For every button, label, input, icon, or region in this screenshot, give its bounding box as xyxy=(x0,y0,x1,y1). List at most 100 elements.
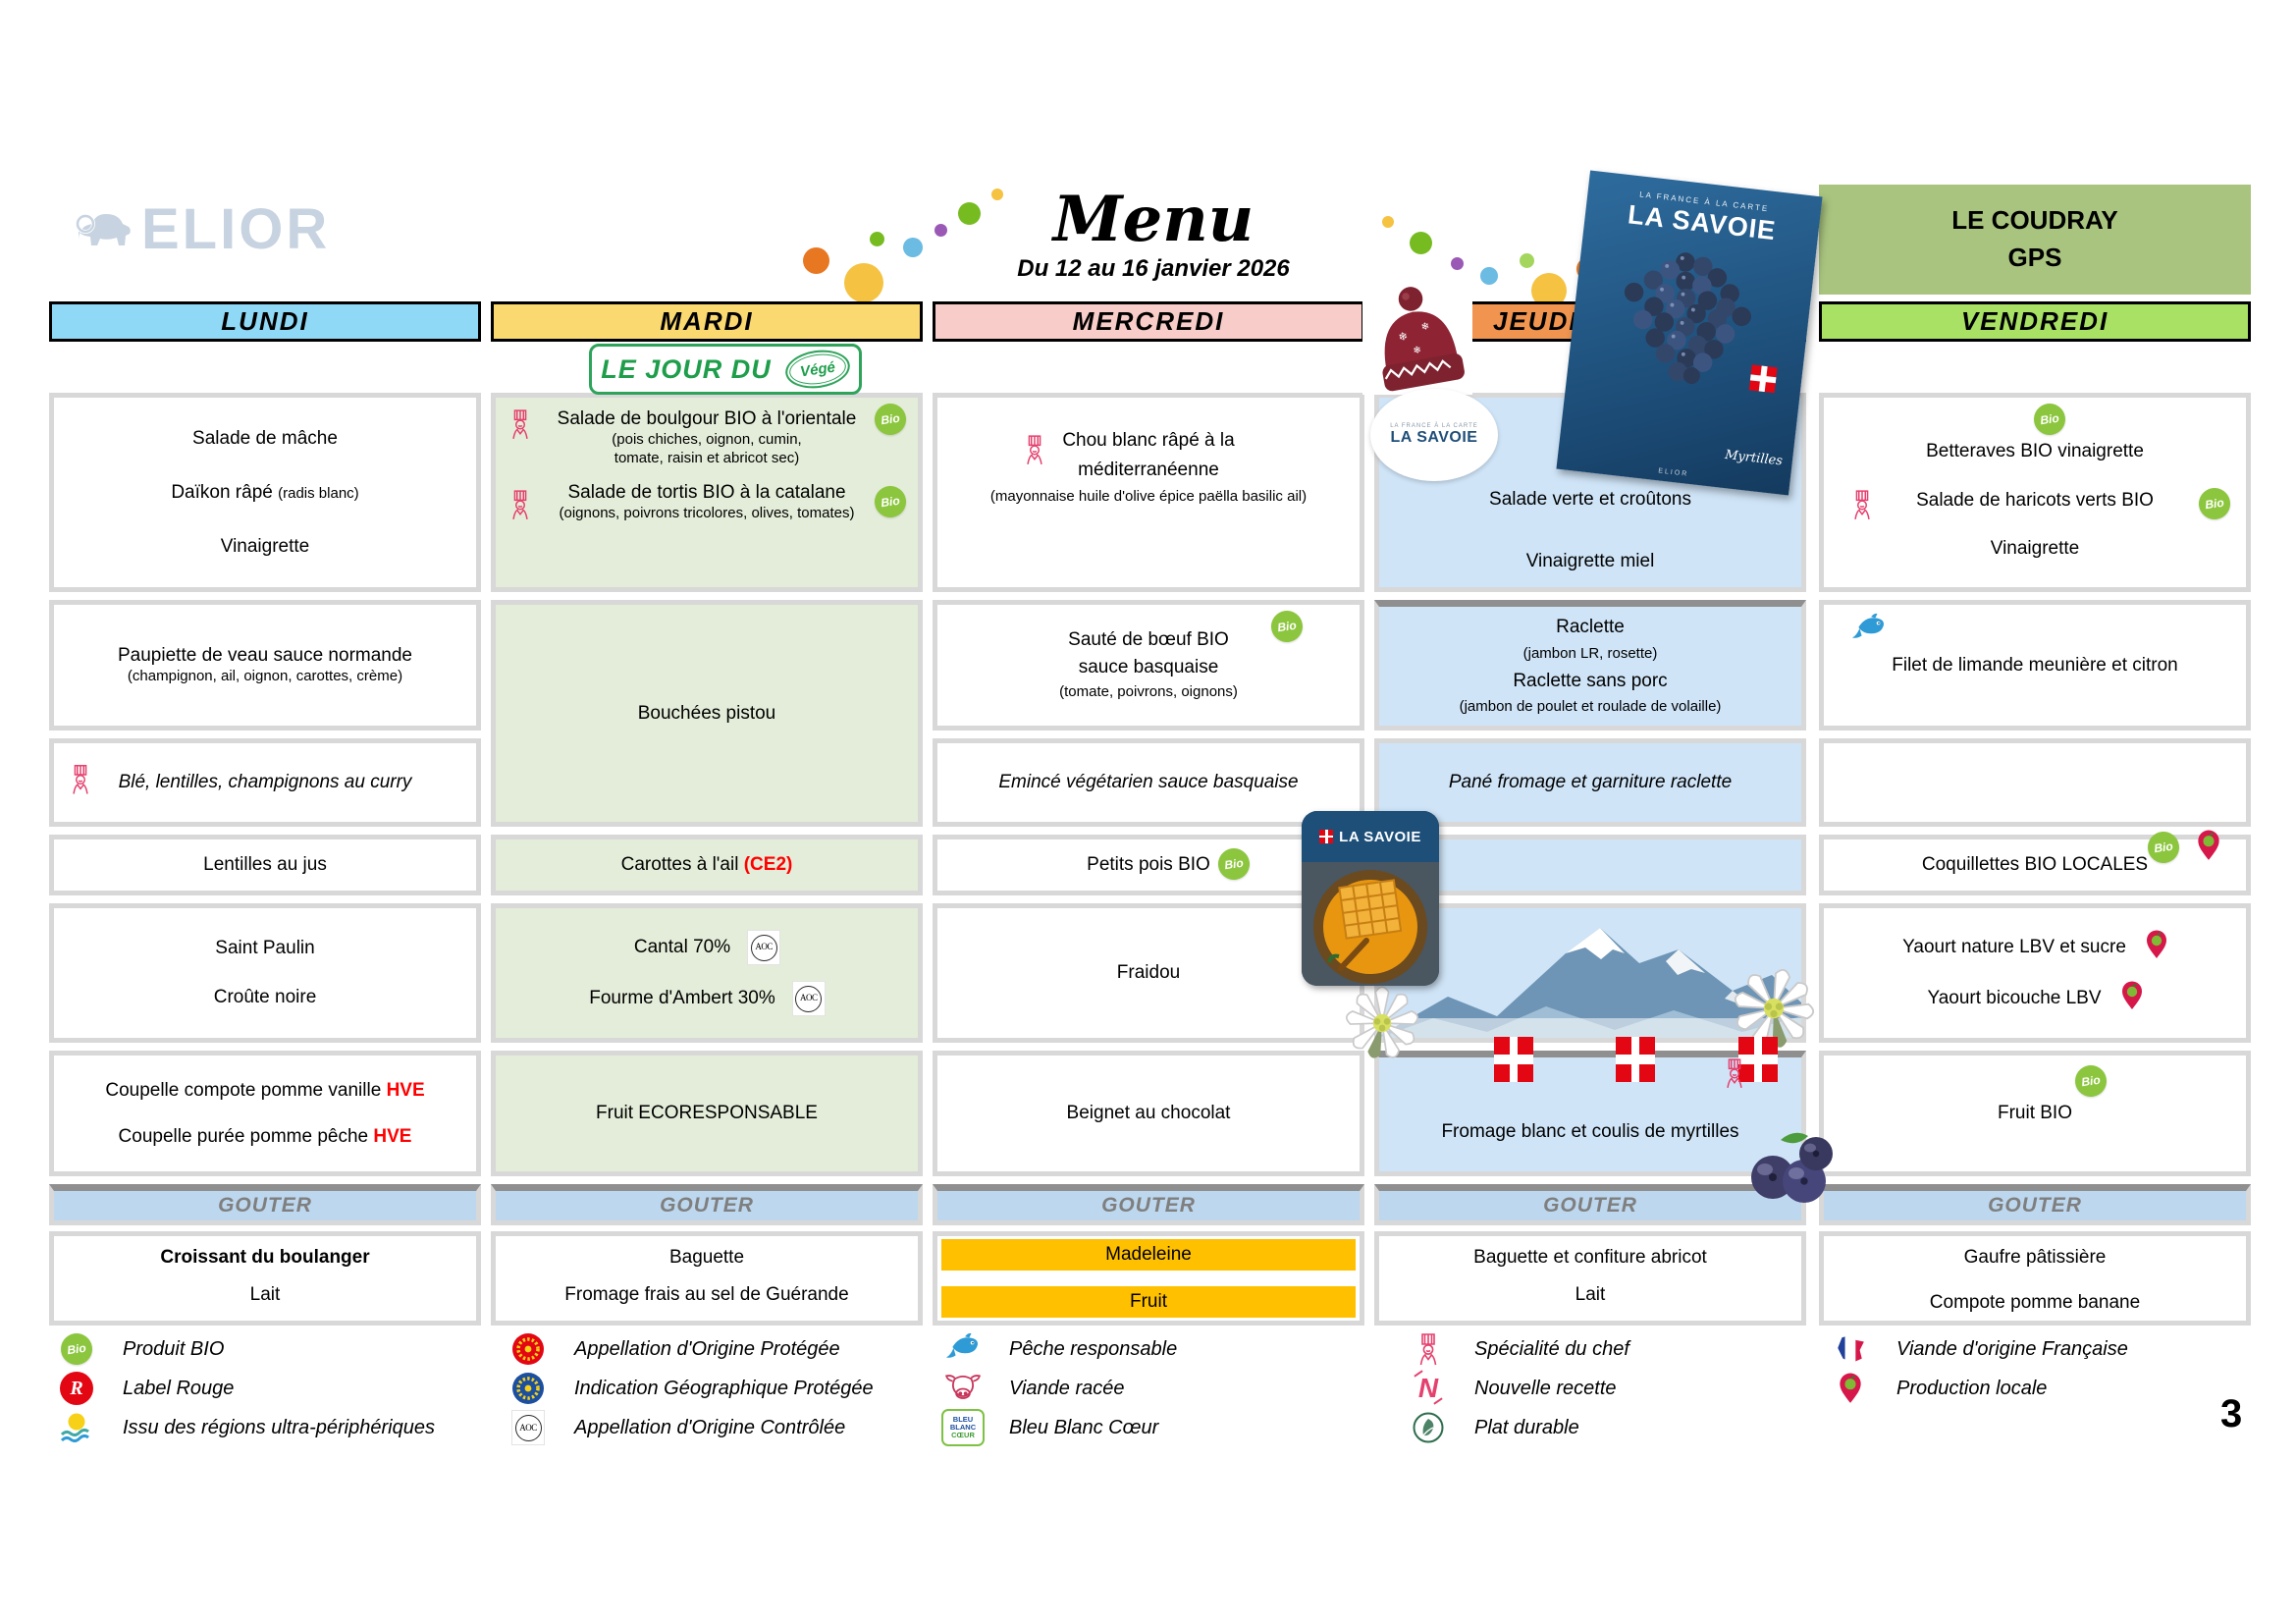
cell-lundi-entree: Salade de mâche Daïkon râpé (radis blanc… xyxy=(49,393,481,592)
igp-icon xyxy=(506,1371,551,1406)
dish: Blé, lentilles, champignons au curry xyxy=(118,772,412,793)
dish: Daïkon râpé xyxy=(171,481,273,503)
svg-text:❄: ❄ xyxy=(1413,345,1422,356)
dish: Gaufre pâtissière xyxy=(1963,1247,2107,1268)
cell-jeudi-fromage xyxy=(1374,903,1806,1043)
gouter-header-jeudi: GOUTER xyxy=(1374,1184,1806,1225)
decor-dot xyxy=(1410,232,1432,254)
cell-vendredi-dessert: Bio Fruit BIO xyxy=(1819,1051,2251,1176)
dish: Baguette et confiture abricot xyxy=(1473,1247,1707,1268)
bio-icon: Bio xyxy=(1268,608,1306,645)
cell-mercredi-plat: Bio Sauté de bœuf BIO sauce basquaise (t… xyxy=(933,600,1364,731)
chef-specialty-icon xyxy=(507,488,533,528)
cell-jeudi-gouter: Baguette et confiture abricot Lait xyxy=(1374,1231,1806,1326)
dish: Croûte noire xyxy=(213,987,317,1008)
legend-label: Issu des régions ultra-périphériques xyxy=(123,1416,435,1438)
legend-label: Produit BIO xyxy=(123,1337,225,1360)
dish: Fromage blanc et coulis de myrtilles xyxy=(1441,1121,1739,1143)
legend-label: Viande d'origine Française xyxy=(1896,1337,2128,1360)
la-savoie-oval-badge: LA FRANCE À LA CARTE LA SAVOIE xyxy=(1370,389,1498,481)
gouter-header-vendredi: GOUTER xyxy=(1819,1184,2251,1225)
cell-lundi-accompagnement: Lentilles au jus xyxy=(49,835,481,895)
page-title: Menu xyxy=(1052,183,1255,256)
dish: Salade de boulgour BIO à l'orientale xyxy=(557,408,857,429)
cell-mercredi-gouter: Madeleine Fruit xyxy=(933,1231,1364,1326)
savoie-flag-icon xyxy=(1616,1037,1656,1082)
chef-specialty-icon xyxy=(507,407,533,448)
cell-vendredi-entree: Bio Bio Betteraves BIO vinaigrette Salad… xyxy=(1819,393,2251,592)
honey-badge-title: LA SAVOIE xyxy=(1339,828,1421,845)
oval-kicker: LA FRANCE À LA CARTE xyxy=(1390,423,1478,429)
legend-label: Appellation d'Origine Contrôlée xyxy=(574,1416,846,1438)
legend-label: Label Rouge xyxy=(123,1377,235,1399)
cell-mardi-gouter: Baguette Fromage frais au sel de Guérand… xyxy=(491,1231,923,1326)
poster-script-text: Myrtilles xyxy=(1724,447,1784,469)
site-line2: GPS xyxy=(2007,243,2062,272)
dish: Salade de mâche xyxy=(192,427,338,449)
decor-dot xyxy=(903,238,923,257)
dish: Fruit ECORESPONSABLE xyxy=(596,1103,818,1124)
dish: Yaourt nature LBV et sucre xyxy=(1902,937,2126,958)
bio-icon: Bio xyxy=(2196,485,2233,522)
legend-item: R Label Rouge xyxy=(54,1367,234,1410)
aoc-icon: AOC xyxy=(748,931,780,964)
local-production-icon xyxy=(2121,981,2143,1017)
dish: Filet de limande meunière et citron xyxy=(1892,654,2178,676)
cell-jeudi-dessert: Fromage blanc et coulis de myrtilles xyxy=(1374,1051,1806,1176)
legend-item: Viande d'origine Française xyxy=(1828,1327,2128,1371)
decor-dot xyxy=(958,202,981,225)
chef-specialty-icon xyxy=(1022,433,1047,473)
legend-label: Spécialité du chef xyxy=(1474,1337,1629,1360)
day-label: LUNDI xyxy=(221,306,309,336)
gouter-header-lundi: GOUTER xyxy=(49,1184,481,1225)
decor-dot xyxy=(870,232,884,246)
dish: Fromage frais au sel de Guérande xyxy=(564,1283,849,1305)
responsible-fishing-icon xyxy=(940,1332,986,1366)
winter-beanie-image: ❄ ❄ ❄ xyxy=(1362,281,1472,395)
dish-detail: (jambon de poulet et roulade de volaille… xyxy=(1459,698,1722,716)
day-label: MARDI xyxy=(660,306,754,336)
hve-tag: HVE xyxy=(386,1079,425,1101)
dish: Saint Paulin xyxy=(215,938,315,959)
dish-detail: tomate, raisin et abricot sec) xyxy=(614,449,800,466)
mountain-image xyxy=(1379,928,1801,1038)
cell-vendredi-plat: Filet de limande meunière et citron xyxy=(1819,600,2251,731)
legend-label: Appellation d'Origine Protégée xyxy=(574,1337,840,1360)
dish: Yaourt bicouche LBV xyxy=(1927,988,2102,1009)
cell-lundi-dessert: Coupelle compote pomme vanille HVE Coupe… xyxy=(49,1051,481,1176)
bio-icon: Bio xyxy=(2031,401,2068,438)
honey-photo xyxy=(1302,862,1439,986)
cell-mardi-plat: Bouchées pistou xyxy=(491,600,923,827)
dish: Cantal 70% xyxy=(633,937,731,958)
day-header-lundi: LUNDI xyxy=(49,301,481,342)
day-label: VENDREDI xyxy=(1960,306,2109,336)
site-line1: LE COUDRAY xyxy=(1951,205,2118,236)
gouter-label: GOUTER xyxy=(1988,1193,2082,1217)
vege-stamp: Végé xyxy=(782,346,853,393)
cell-mercredi-vegetarien: Emincé végétarien sauce basquaise xyxy=(933,738,1364,827)
la-savoie-honey-badge: LA SAVOIE xyxy=(1302,811,1439,986)
legend-item: Production locale xyxy=(1828,1367,2047,1410)
dish: Vinaigrette miel xyxy=(1525,551,1655,572)
local-production-icon xyxy=(2197,830,2220,868)
legend-item: Pêche responsable xyxy=(940,1327,1177,1371)
dish: Lait xyxy=(249,1283,281,1305)
aoc-glyph: AOC xyxy=(514,1414,542,1441)
pedigree-meat-icon xyxy=(940,1373,986,1404)
bio-icon: Bio xyxy=(872,401,909,438)
dish: Petits pois BIO xyxy=(1087,854,1210,876)
savoie-flag-icon xyxy=(1748,364,1778,394)
bleu-blanc-coeur-icon: BLEU BLANC CŒUR xyxy=(941,1409,985,1446)
cell-jeudi-accompagnement xyxy=(1374,835,1806,895)
dish: Fraidou xyxy=(1116,962,1181,984)
french-meat-icon xyxy=(1828,1333,1873,1365)
cell-mercredi-dessert: Beignet au chocolat xyxy=(933,1051,1364,1176)
aoc-icon: AOC xyxy=(792,982,825,1015)
highlight-bar: Madeleine xyxy=(941,1239,1356,1271)
legend-item: Indication Géographique Protégée xyxy=(506,1367,874,1410)
dish: Coupelle purée pomme pêche xyxy=(118,1125,369,1147)
cell-mardi-accompagnement: Carottes à l'ail (CE2) xyxy=(491,835,923,895)
la-savoie-poster: LA FRANCE À LA CARTE LA SAVOIE Myrtilles… xyxy=(1556,170,1823,496)
dish: Fruit BIO xyxy=(1997,1103,2072,1124)
